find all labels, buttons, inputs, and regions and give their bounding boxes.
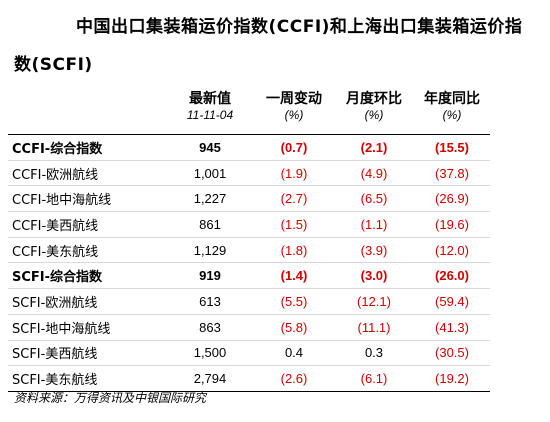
row-name: SCFI-欧洲航线 xyxy=(8,288,166,315)
month-change: (3.0) xyxy=(334,262,414,290)
year-change: (19.2) xyxy=(414,365,490,392)
week-change: (2.7) xyxy=(254,185,334,213)
table-row: CCFI-地中海航线 1,227 (2.7) (6.5) (26.9) xyxy=(8,185,490,213)
latest-value: 2,794 xyxy=(166,365,254,392)
month-change: (2.1) xyxy=(334,134,414,161)
year-change: (30.5) xyxy=(414,340,490,367)
subheader-name xyxy=(8,108,166,135)
table-row: CCFI-综合指数 945 (0.7) (2.1) (15.5) xyxy=(8,134,490,161)
header-name xyxy=(8,88,166,108)
source-note: 资料来源：万得资讯及中银国际研究 xyxy=(14,391,207,405)
month-change: (6.1) xyxy=(334,365,414,392)
table-header-row: 最新值 一周变动 月度环比 年度同比 xyxy=(8,88,490,108)
month-change: (12.1) xyxy=(334,288,414,315)
table-row: SCFI-地中海航线 863 (5.8) (11.1) (41.3) xyxy=(8,314,490,341)
week-change: (0.7) xyxy=(254,134,334,161)
week-change: (1.4) xyxy=(254,262,334,290)
latest-value: 863 xyxy=(166,314,254,341)
subheader-year-unit: (%) xyxy=(442,108,462,122)
month-change: (1.1) xyxy=(334,211,414,238)
latest-value: 1,500 xyxy=(166,340,254,367)
table-row: CCFI-美西航线 861 (1.5) (1.1) (19.6) xyxy=(8,211,490,238)
header-latest: 最新值 xyxy=(189,91,231,107)
year-change: (19.6) xyxy=(414,211,490,238)
subheader-date: 11-11-04 xyxy=(186,108,234,122)
table-row: SCFI-美东航线 2,794 (2.6) (6.1) (19.2) xyxy=(8,365,490,392)
freight-index-table: 最新值 一周变动 月度环比 年度同比 11-11-04 (%) (%) (%) … xyxy=(8,88,490,392)
year-change: (26.9) xyxy=(414,185,490,213)
latest-value: 945 xyxy=(166,134,254,161)
week-change: (5.8) xyxy=(254,314,334,341)
table-row: SCFI-综合指数 919 (1.4) (3.0) (26.0) xyxy=(8,262,490,290)
week-change: (1.9) xyxy=(254,160,334,187)
table-row: CCFI-美东航线 1,129 (1.8) (3.9) (12.0) xyxy=(8,237,490,264)
month-change: (6.5) xyxy=(334,185,414,213)
header-week-change: 一周变动 xyxy=(266,91,322,107)
table-row: SCFI-美西航线 1,500 0.4 0.3 (30.5) xyxy=(8,340,490,367)
week-change: (2.6) xyxy=(254,365,334,392)
latest-value: 613 xyxy=(166,288,254,315)
year-change: (41.3) xyxy=(414,314,490,341)
latest-value: 919 xyxy=(166,262,254,290)
year-change: (12.0) xyxy=(414,237,490,264)
week-change: 0.4 xyxy=(254,340,334,367)
table-body: CCFI-综合指数 945 (0.7) (2.1) (15.5) CCFI-欧洲航线 1,0… xyxy=(8,134,490,392)
table-row: CCFI-欧洲航线 1,001 (1.9) (4.9) (37.8) xyxy=(8,160,490,187)
latest-value: 861 xyxy=(166,211,254,238)
row-name: CCFI-欧洲航线 xyxy=(8,160,166,187)
year-change: (37.8) xyxy=(414,160,490,187)
latest-value: 1,129 xyxy=(166,237,254,264)
header-month-change: 月度环比 xyxy=(346,91,402,107)
month-change: 0.3 xyxy=(334,340,414,367)
row-name: CCFI-地中海航线 xyxy=(8,185,166,213)
month-change: (4.9) xyxy=(334,160,414,187)
latest-value: 1,001 xyxy=(166,160,254,187)
row-name: SCFI-美西航线 xyxy=(8,340,166,367)
row-name: CCFI-综合指数 xyxy=(8,134,166,161)
year-change: (15.5) xyxy=(414,134,490,161)
table-row: SCFI-欧洲航线 613 (5.5) (12.1) (59.4) xyxy=(8,288,490,315)
header-year-change: 年度同比 xyxy=(424,91,480,107)
page-title: 中国出口集装箱运价指数(CCFI)和上海出口集装箱运价指数(SCFI) xyxy=(14,17,523,75)
year-change: (59.4) xyxy=(414,288,490,315)
month-change: (3.9) xyxy=(334,237,414,264)
week-change: (1.5) xyxy=(254,211,334,238)
table-subheader-row: 11-11-04 (%) (%) (%) xyxy=(8,108,490,135)
row-name: CCFI-美西航线 xyxy=(8,211,166,238)
row-name: SCFI-综合指数 xyxy=(8,262,166,290)
row-name: SCFI-美东航线 xyxy=(8,365,166,392)
subheader-month-unit: (%) xyxy=(364,108,384,122)
week-change: (5.5) xyxy=(254,288,334,315)
row-name: SCFI-地中海航线 xyxy=(8,314,166,341)
year-change: (26.0) xyxy=(414,262,490,290)
latest-value: 1,227 xyxy=(166,185,254,213)
row-name: CCFI-美东航线 xyxy=(8,237,166,264)
week-change: (1.8) xyxy=(254,237,334,264)
month-change: (11.1) xyxy=(334,314,414,341)
subheader-week-unit: (%) xyxy=(284,108,304,122)
